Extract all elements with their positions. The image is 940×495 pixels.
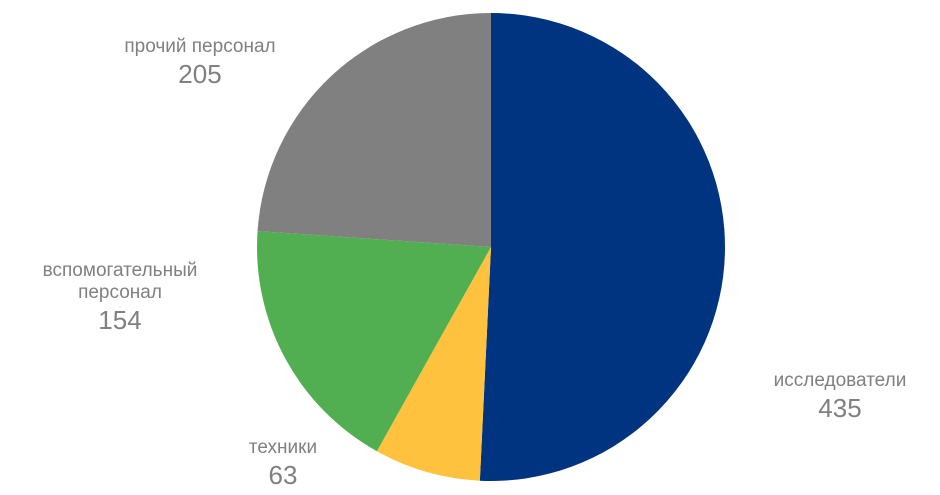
- pie-slice-researchers: [479, 13, 725, 481]
- slice-label-other-name: прочий персонал: [124, 36, 276, 57]
- slice-label-support-name-line2: персонал: [78, 281, 162, 303]
- slice-label-technicians-name: техники: [248, 437, 318, 458]
- slice-label-other-value: 205: [178, 58, 222, 89]
- pie-slice-other: [257, 13, 491, 247]
- pie-slice-technicians: [376, 247, 491, 481]
- slice-label-technicians-value: 63: [268, 459, 298, 490]
- slice-label-researchers-value: 435: [818, 392, 862, 423]
- slice-label-technicians: техники 63: [218, 437, 348, 491]
- slice-label-researchers: исследователи 435: [740, 370, 940, 424]
- slice-label-support-value: 154: [98, 304, 142, 335]
- slice-label-other: прочий персонал 205: [80, 36, 320, 90]
- slice-label-support: вспомогательный персонал 154: [0, 260, 240, 336]
- pie-slice-support: [257, 231, 491, 452]
- slice-label-researchers-name: исследователи: [773, 370, 907, 391]
- slice-label-support-name-line1: вспомогательный: [42, 260, 198, 281]
